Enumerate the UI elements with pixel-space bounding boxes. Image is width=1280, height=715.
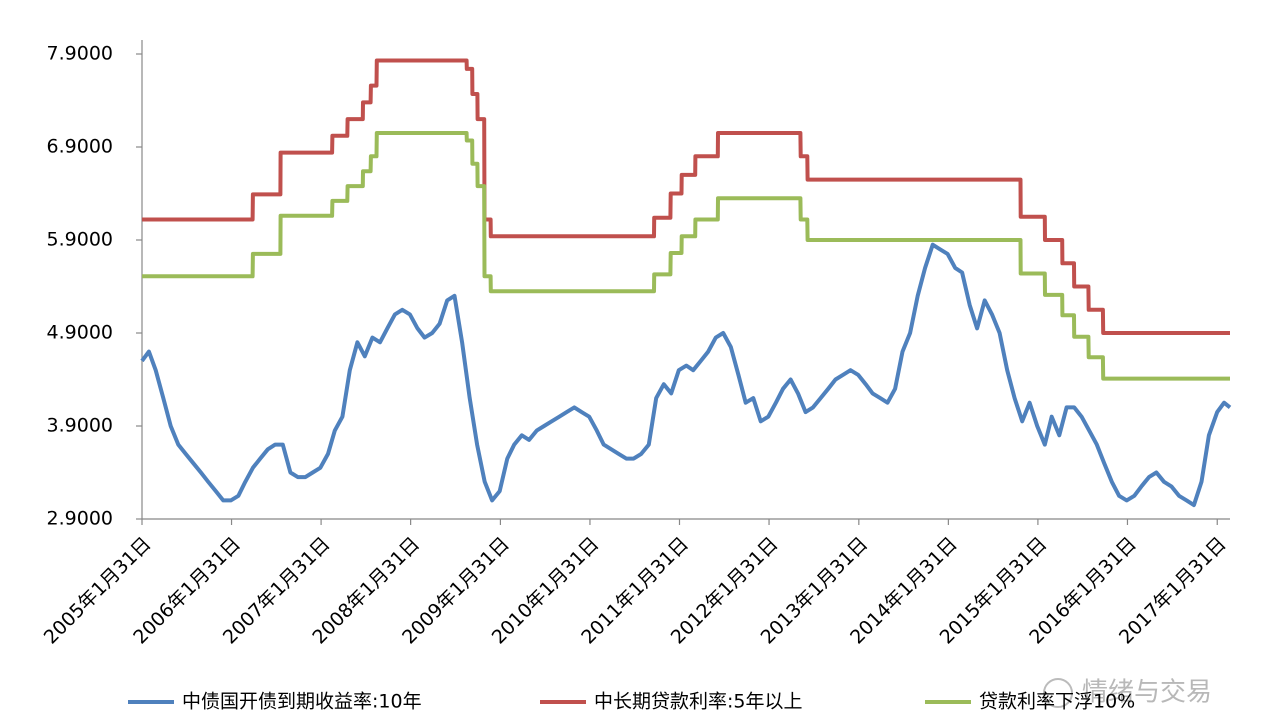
series-line bbox=[140, 242, 1232, 508]
y-tick-label: 3.9000 bbox=[47, 415, 113, 437]
y-tick-label: 7.9000 bbox=[47, 43, 113, 65]
y-tick-label: 2.9000 bbox=[47, 508, 113, 530]
series-line bbox=[142, 58, 1230, 335]
y-tick-label: 5.9000 bbox=[47, 229, 113, 251]
legend-label: 中债国开债到期收益率:10年 bbox=[182, 691, 422, 713]
watermark-icon bbox=[1043, 678, 1073, 708]
series-line bbox=[142, 131, 1230, 381]
legend-label: 中长期贷款利率:5年以上 bbox=[594, 691, 803, 713]
y-tick-label: 4.9000 bbox=[47, 322, 113, 344]
watermark: 情绪与交易 bbox=[1082, 678, 1212, 708]
legend-label: 贷款利率下浮10% bbox=[979, 691, 1135, 713]
y-tick-label: 6.9000 bbox=[47, 136, 113, 158]
